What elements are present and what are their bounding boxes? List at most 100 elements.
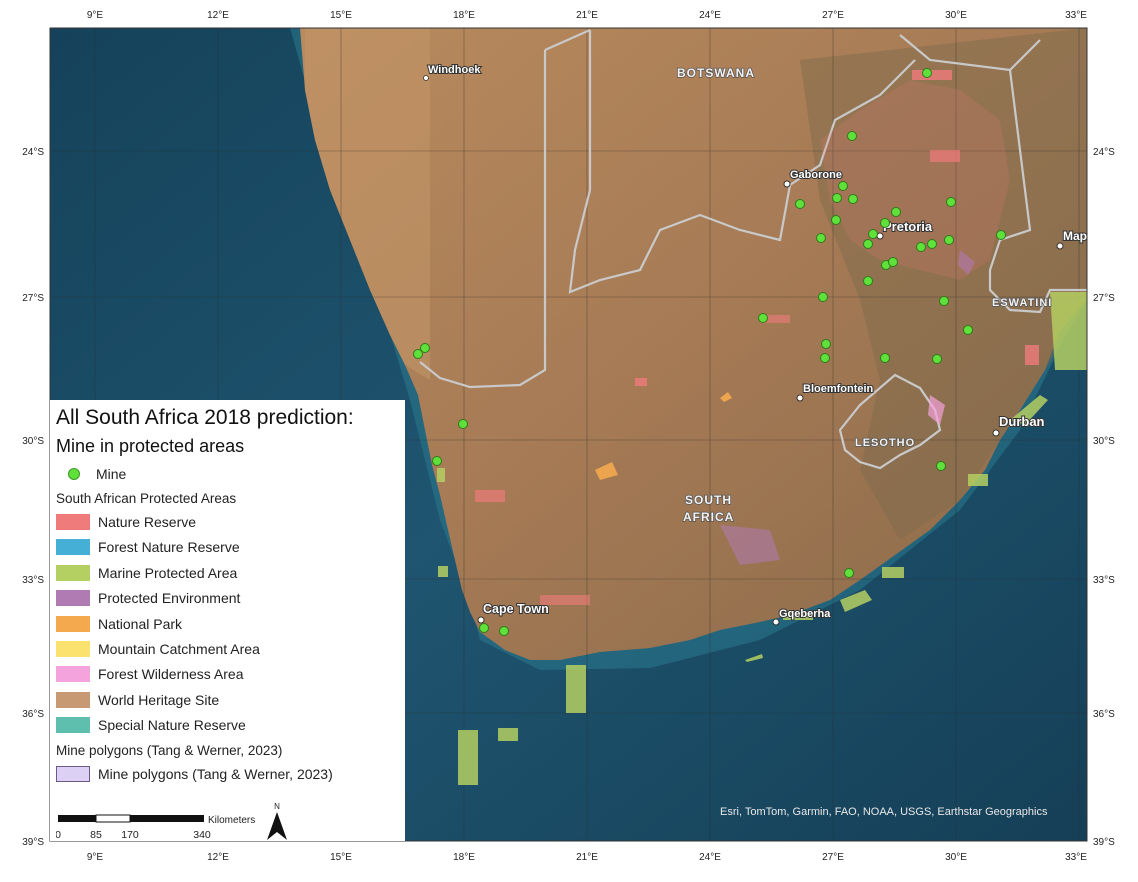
- x-tick-label: 15°E: [330, 852, 352, 863]
- mine-point[interactable]: [944, 235, 954, 245]
- protected-areas-list: Nature Reserve Forest Nature Reserve Marin…: [56, 509, 399, 738]
- place-label-windhoek: Windhoek: [428, 64, 481, 76]
- legend-swatch: [56, 691, 90, 708]
- mine-point[interactable]: [795, 199, 805, 209]
- protected-environment-patch: [958, 250, 975, 275]
- legend-swatch: [56, 641, 90, 658]
- place-dot: [423, 75, 429, 81]
- mine-point[interactable]: [816, 233, 826, 243]
- mine-point[interactable]: [963, 325, 973, 335]
- country-label-botswana: BOTSWANA: [677, 66, 755, 80]
- y-tick-label: 33°S: [22, 575, 44, 586]
- y-tick-label: 36°S: [22, 709, 44, 720]
- nature-reserve-region: [820, 80, 1010, 280]
- scale-bar: Kilometers 0 85 170 340: [56, 814, 255, 841]
- marine-protected-area: [438, 566, 448, 577]
- x-tick-label: 30°E: [945, 10, 967, 21]
- legend-item-protected-area: Forest Nature Reserve: [56, 535, 399, 560]
- mine-point[interactable]: [863, 276, 873, 286]
- mine-point[interactable]: [458, 419, 468, 429]
- nature-reserve-patch: [930, 150, 960, 162]
- legend-item-mine-polygons: Mine polygons (Tang & Werner, 2023): [56, 761, 399, 786]
- mine-point[interactable]: [838, 181, 848, 191]
- mine-point[interactable]: [863, 239, 873, 249]
- map-subtitle: Mine in protected areas: [56, 436, 245, 456]
- legend-swatch: [56, 615, 90, 632]
- mine-point[interactable]: [927, 239, 937, 249]
- y-tick-label: 39°S: [22, 837, 44, 848]
- country-label-africa: AFRICA: [683, 510, 734, 524]
- legend-label: Forest Nature Reserve: [98, 539, 240, 556]
- right-tick-labels: 24°S 27°S 30°S 33°S 36°S 39°S: [1093, 147, 1115, 848]
- mine-point[interactable]: [820, 353, 830, 363]
- mine-point[interactable]: [847, 131, 857, 141]
- marine-protected-area: [1010, 395, 1048, 425]
- place-dot: [992, 429, 1000, 437]
- y-tick-label: 30°S: [1093, 436, 1115, 447]
- x-tick-label: 21°E: [576, 10, 598, 21]
- x-tick-label: 18°E: [453, 852, 475, 863]
- scale-segment: [130, 815, 204, 822]
- mine-point[interactable]: [848, 194, 858, 204]
- forest-wilderness-patch: [928, 395, 945, 425]
- mine-point[interactable]: [916, 242, 926, 252]
- legend-item-protected-area: Forest Wilderness Area: [56, 662, 399, 687]
- country-label-south: SOUTH: [685, 493, 732, 507]
- country-borders: [419, 28, 1087, 470]
- national-park-patch: [720, 392, 732, 402]
- top-tick-labels: 9°E 12°E 15°E 18°E 21°E 24°E 27°E 30°E 3…: [87, 10, 1087, 21]
- marine-protected-area: [783, 612, 813, 620]
- protected-environment-patch: [720, 525, 780, 565]
- mine-point[interactable]: [868, 229, 878, 239]
- mine-point[interactable]: [432, 456, 442, 466]
- mine-point[interactable]: [888, 257, 898, 267]
- x-tick-label: 21°E: [576, 852, 598, 863]
- y-tick-label: 39°S: [1093, 837, 1115, 848]
- country-labels: BOTSWANA ESWATINI LESOTHO SOUTH AFRICA: [676, 65, 1052, 525]
- legend-label: Mountain Catchment Area: [98, 641, 260, 658]
- y-tick-label: 24°S: [22, 147, 44, 158]
- legend-label: Nature Reserve: [98, 514, 197, 531]
- mine-point[interactable]: [936, 461, 946, 471]
- legend-label: Mine polygons (Tang & Werner, 2023): [98, 765, 333, 782]
- mine-point[interactable]: [413, 349, 423, 359]
- legend-label: National Park: [98, 615, 183, 632]
- y-tick-label: 27°S: [22, 293, 44, 304]
- mine-point[interactable]: [946, 197, 956, 207]
- mine-point[interactable]: [939, 296, 949, 306]
- mine-point[interactable]: [880, 353, 890, 363]
- mine-point[interactable]: [880, 218, 890, 228]
- mine-point[interactable]: [996, 230, 1006, 240]
- mine-point[interactable]: [832, 193, 842, 203]
- lesotho-border: [838, 373, 942, 470]
- marine-protected-area: [458, 730, 478, 785]
- mine-point[interactable]: [932, 354, 942, 364]
- basemap: Windhoek Gaborone Pretoria Bloemfontein …: [50, 28, 1087, 841]
- mine-point[interactable]: [758, 313, 768, 323]
- national-park-patch: [595, 462, 618, 480]
- places: Windhoek Gaborone Pretoria Bloemfontein …: [423, 63, 1087, 626]
- place-label-gaborone: Gaborone: [790, 169, 842, 181]
- mine-point[interactable]: [420, 343, 430, 353]
- north-arrow-shape: [267, 812, 287, 840]
- x-tick-label: 12°E: [207, 10, 229, 21]
- legend-item-mine: Mine: [56, 461, 399, 486]
- mine-points[interactable]: [413, 68, 1006, 636]
- mine-point[interactable]: [479, 623, 489, 633]
- mine-point[interactable]: [844, 568, 854, 578]
- mine-point[interactable]: [499, 626, 509, 636]
- mine-point[interactable]: [818, 292, 828, 302]
- marine-protected-area: [840, 590, 872, 612]
- legend-item-protected-area: World Heritage Site: [56, 687, 399, 712]
- attribution-text: Esri, TomTom, Garmin, FAO, NOAA, USGS, E…: [720, 806, 1048, 818]
- legend-swatch: [56, 564, 90, 581]
- mine-point[interactable]: [831, 215, 841, 225]
- legend-item-protected-area: National Park: [56, 611, 399, 636]
- legend-swatch: [56, 539, 90, 556]
- mine-point[interactable]: [922, 68, 932, 78]
- mine-point[interactable]: [891, 207, 901, 217]
- legend-group-header: Mine polygons (Tang & Werner, 2023): [56, 742, 283, 758]
- y-tick-label: 36°S: [1093, 709, 1115, 720]
- mine-point[interactable]: [821, 339, 831, 349]
